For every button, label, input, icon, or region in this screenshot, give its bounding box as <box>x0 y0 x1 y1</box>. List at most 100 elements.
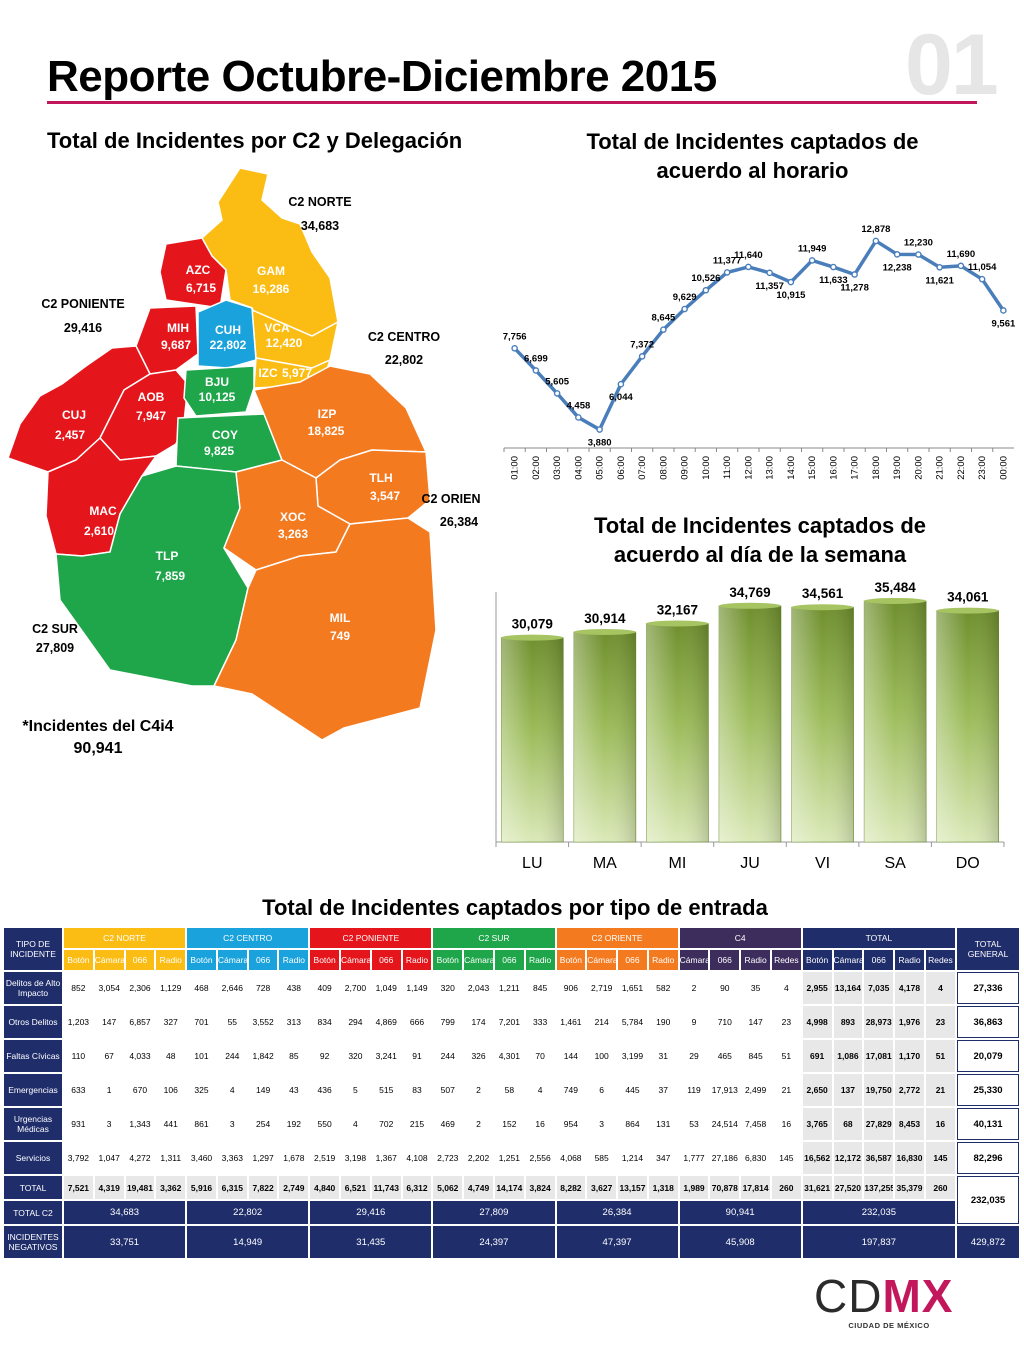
table-cell: 4,998 <box>802 1006 832 1038</box>
data-label: 6,699 <box>524 353 548 364</box>
table-cell: 1,297 <box>248 1142 278 1174</box>
data-point <box>787 278 795 286</box>
total-cell: 260 <box>771 1176 801 1199</box>
table-cell: 29 <box>679 1040 709 1072</box>
incident-type-table: TIPO DE INCIDENTE C2 NORTE C2 CENTRO C2 PON… <box>2 926 1021 1260</box>
total-cell: 35,379 <box>895 1176 924 1199</box>
table-cell: 1,049 <box>371 972 401 1004</box>
c4-label: *Incidentes del C4i4 <box>22 718 174 735</box>
negativos-cell: 33,751 <box>64 1226 186 1258</box>
table-cell: 2,772 <box>895 1074 924 1106</box>
category-label: VI <box>815 855 830 872</box>
category-label: LU <box>522 855 542 872</box>
data-point <box>702 286 710 294</box>
table-cell: 409 <box>310 972 340 1004</box>
value-tlp: 7,859 <box>155 569 185 583</box>
total-cell: 6,315 <box>217 1176 247 1199</box>
table-cell: 4 <box>525 1074 555 1106</box>
table-cell: 6,830 <box>741 1142 770 1174</box>
table-row: Faltas Cívicas 110 67 4,033 48 101 244 1,842 85 9… <box>4 1040 1019 1072</box>
row-header: INCIDENTES NEGATIVOS <box>4 1226 62 1258</box>
data-point <box>830 263 837 271</box>
category-label: JU <box>740 855 760 872</box>
table-cell: 1,651 <box>618 972 647 1004</box>
table-cell: 9 <box>679 1006 709 1038</box>
column-header: Cámara <box>833 950 863 970</box>
cdmx-map: GAM 16,286 AZC 6,715 MIH 9,687 CUH 22,80… <box>7 167 480 741</box>
table-cell: 1,311 <box>156 1142 186 1174</box>
table-cell: 16 <box>771 1108 801 1140</box>
category-label: SA <box>884 855 906 872</box>
table-cell: 90 <box>710 972 740 1004</box>
region-label-poniente: C2 PONIENTE <box>41 297 124 311</box>
bar-cap <box>936 607 999 614</box>
table-cell: 582 <box>648 972 678 1004</box>
table-cell: 1,461 <box>556 1006 586 1038</box>
table-cell: 2,700 <box>341 972 370 1004</box>
data-point <box>553 390 561 397</box>
table-cell: 214 <box>587 1006 617 1038</box>
table-cell: 906 <box>556 972 586 1004</box>
bar-value-label: 32,167 <box>657 602 698 617</box>
table-cell: 215 <box>402 1108 432 1140</box>
table-cell: 861 <box>187 1108 216 1140</box>
bar-cap <box>501 634 564 641</box>
data-label: 11,633 <box>819 275 848 286</box>
column-header: Radio <box>525 950 555 970</box>
column-header: 066 <box>618 950 647 970</box>
table-cell: 4,272 <box>125 1142 155 1174</box>
table-cell: 24,514 <box>710 1108 740 1140</box>
data-label: 5,605 <box>545 376 569 387</box>
total-cell: 1,318 <box>648 1176 678 1199</box>
table-cell: 3,054 <box>94 972 124 1004</box>
region-label-centro: C2 CENTRO <box>368 330 441 344</box>
data-point <box>660 326 667 333</box>
negativos-total: 429,872 <box>957 1226 1019 1258</box>
table-cell: 4 <box>217 1074 247 1106</box>
title-divider <box>47 101 977 104</box>
data-label: 12,230 <box>904 238 933 249</box>
table-cell: 3,792 <box>64 1142 93 1174</box>
table-cell: 16 <box>925 1108 955 1140</box>
row-header: TOTAL <box>4 1176 62 1199</box>
table-cell: 55 <box>217 1006 247 1038</box>
table-cell: 16,830 <box>895 1142 924 1174</box>
total-cell: 13,157 <box>618 1176 647 1199</box>
table-cell: 145 <box>771 1142 801 1174</box>
x-tick-label: 09:00 <box>680 456 691 480</box>
table-cell: 254 <box>248 1108 278 1140</box>
value-gam: 16,286 <box>253 282 290 296</box>
data-point <box>745 263 752 271</box>
data-point <box>936 263 943 271</box>
label-gam: GAM <box>257 264 285 278</box>
table-cell: 13,164 <box>833 972 863 1004</box>
table-row: Otros Delitos 1,203 147 6,857 327 701 55 3,552 3… <box>4 1006 1019 1038</box>
table-cell: 1,214 <box>618 1142 647 1174</box>
x-tick-label: 01:00 <box>510 456 521 480</box>
table-cell: 445 <box>618 1074 647 1106</box>
table-cell: 8,453 <box>895 1108 924 1140</box>
table-cell: 3,198 <box>341 1142 370 1174</box>
table-cell: 436 <box>310 1074 340 1106</box>
data-point <box>681 305 688 313</box>
x-tick-label: 17:00 <box>850 456 861 480</box>
column-header: 066 <box>125 950 155 970</box>
value-cuh: 22,802 <box>210 338 247 352</box>
group-header: C2 NORTE <box>64 928 186 948</box>
table-cell: 244 <box>217 1040 247 1072</box>
table-cell: 2 <box>464 1074 493 1106</box>
value-izc: 5,977 <box>282 366 312 380</box>
bar-cap <box>791 604 854 611</box>
total-cell: 260 <box>925 1176 955 1199</box>
total-cell: 7,822 <box>248 1176 278 1199</box>
table-cell: 106 <box>156 1074 186 1106</box>
category-label: DO <box>956 855 980 872</box>
column-header: Botón <box>556 950 586 970</box>
table-cell: 68 <box>833 1108 863 1140</box>
table-cell: 12,172 <box>833 1142 863 1174</box>
logo-mx: MX <box>882 1270 954 1322</box>
total-cell: 14,174 <box>494 1176 524 1199</box>
table-cell: 48 <box>156 1040 186 1072</box>
table-cell: 92 <box>310 1040 340 1072</box>
table-cell: 17,913 <box>710 1074 740 1106</box>
